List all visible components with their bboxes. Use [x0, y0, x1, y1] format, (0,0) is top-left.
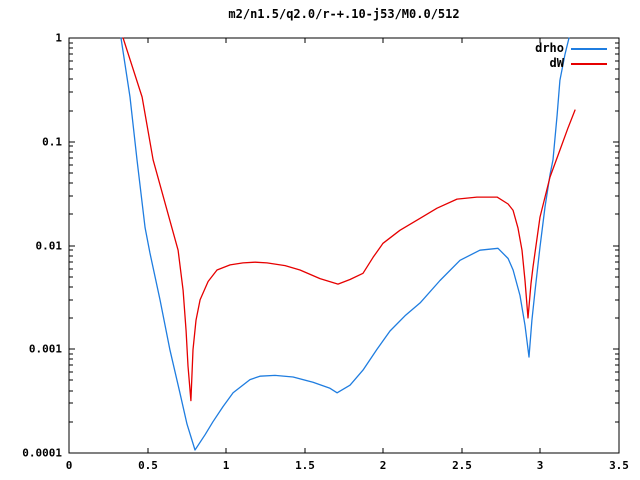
legend-label-drho: drho: [535, 41, 564, 55]
legend-item-dw: dW: [535, 56, 607, 71]
x-tick-label: 2: [379, 459, 387, 472]
legend-item-drho: drho: [535, 41, 607, 56]
chart-title: m2/n1.5/q2.0/r-+.10-j53/M0.0/512: [228, 7, 460, 21]
y-tick-label: 0.0001: [22, 446, 62, 460]
x-tick-label: 2.5: [452, 459, 472, 472]
y-tick-label: 1: [55, 31, 62, 45]
legend: drho dW: [535, 41, 607, 71]
x-tick-label: 0.5: [138, 459, 158, 472]
x-tick-label: 3: [536, 459, 544, 472]
y-tick-label: 0.1: [42, 135, 62, 149]
y-tick-label: 0.01: [35, 239, 63, 253]
x-tick-label: 3.5: [609, 459, 629, 472]
y-tick-label: 0.001: [28, 342, 62, 356]
x-tick-label: 1.5: [295, 459, 315, 472]
legend-label-dw: dW: [549, 56, 564, 70]
series-line-drho: [120, 37, 570, 451]
legend-line-sample-dw: [571, 62, 607, 65]
series-line-dW: [122, 37, 576, 402]
legend-line-sample-drho: [571, 47, 607, 50]
x-tick-label: 0: [65, 459, 73, 472]
x-tick-label: 1: [222, 459, 230, 472]
